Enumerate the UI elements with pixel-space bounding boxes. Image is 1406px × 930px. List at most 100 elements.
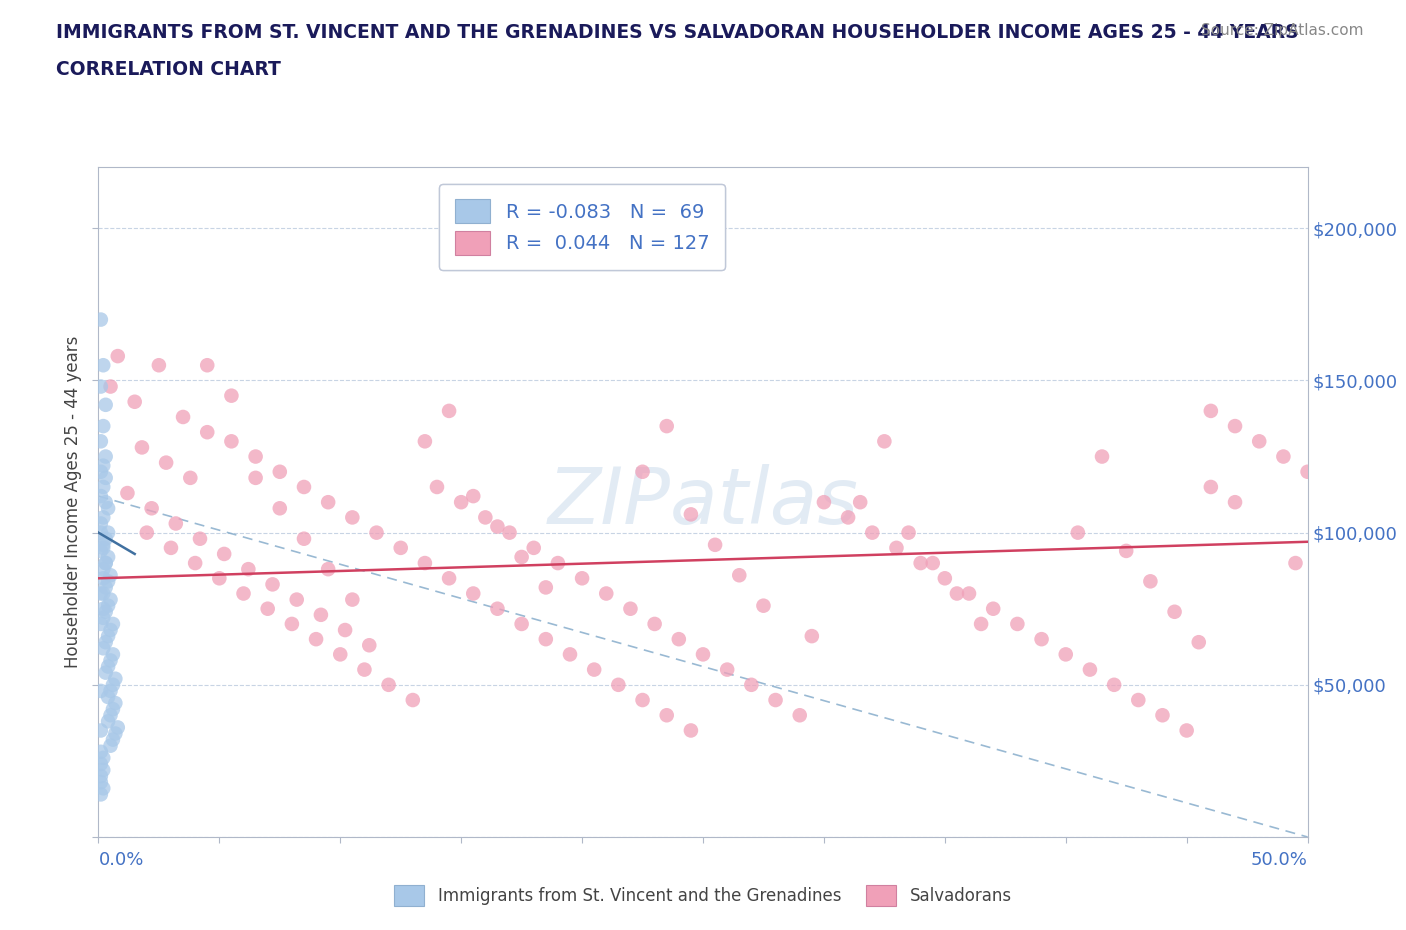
Point (101, 702, 124, 717)
Point (679, 507, 702, 522)
Point (100, 622, 122, 637)
Point (837, 510, 859, 525)
Point (359, 638, 381, 653)
Point (413, 434, 436, 449)
Point (94, 531, 117, 546)
Point (91, 358, 114, 373)
Point (148, 358, 170, 373)
Point (534, 580, 557, 595)
Point (463, 586, 485, 601)
Point (100, 653, 122, 668)
Point (101, 732, 124, 747)
Text: IMMIGRANTS FROM ST. VINCENT AND THE GRENADINES VS SALVADORAN HOUSEHOLDER INCOME : IMMIGRANTS FROM ST. VINCENT AND THE GREN… (56, 23, 1299, 42)
Point (1102, 677, 1125, 692)
Point (1223, 495, 1246, 510)
Point (1054, 647, 1077, 662)
Point (90, 756, 112, 771)
Point (97, 525, 120, 540)
Point (619, 602, 641, 617)
Point (1091, 449, 1114, 464)
Point (1296, 464, 1319, 479)
Point (101, 647, 124, 662)
Point (1284, 555, 1306, 570)
Point (692, 647, 714, 662)
Point (90, 775, 112, 790)
Point (97, 501, 120, 516)
Point (285, 592, 308, 607)
Point (1272, 449, 1295, 464)
Point (90, 723, 112, 737)
Point (873, 434, 896, 449)
Point (101, 677, 124, 692)
Point (91, 480, 114, 495)
Point (245, 471, 267, 485)
Text: ZIPatlas: ZIPatlas (547, 464, 859, 540)
Point (498, 525, 520, 540)
Point (426, 480, 449, 495)
Point (402, 693, 425, 708)
Text: Source: ZipAtlas.com: Source: ZipAtlas.com (1201, 23, 1364, 38)
Point (101, 617, 124, 631)
Point (595, 586, 617, 601)
Point (107, 349, 129, 364)
Point (195, 425, 218, 440)
Point (97, 629, 120, 644)
Point (1333, 562, 1355, 577)
Point (100, 592, 122, 607)
Point (342, 510, 364, 525)
Point (655, 708, 678, 723)
Point (728, 568, 751, 583)
Point (90, 787, 112, 802)
Point (934, 571, 956, 586)
Point (245, 449, 267, 464)
Legend: Immigrants from St. Vincent and the Grenadines, Salvadorans: Immigrants from St. Vincent and the Gren… (388, 879, 1018, 912)
Point (789, 708, 811, 723)
Point (981, 602, 1004, 617)
Point (107, 720, 129, 735)
Point (91, 781, 114, 796)
Point (179, 471, 201, 485)
Point (91, 602, 114, 617)
Point (765, 693, 787, 708)
Point (583, 662, 606, 677)
Point (1115, 543, 1137, 558)
Point (292, 531, 315, 546)
Point (94, 580, 117, 595)
Point (486, 519, 509, 534)
Point (90, 769, 112, 784)
Point (910, 555, 932, 570)
Point (1199, 404, 1222, 418)
Point (704, 538, 727, 552)
Point (135, 525, 157, 540)
Point (91, 751, 114, 765)
Point (100, 379, 122, 394)
Point (94, 604, 117, 619)
Y-axis label: Householder Income Ages 25 - 44 years: Householder Income Ages 25 - 44 years (63, 336, 82, 669)
Point (100, 708, 122, 723)
Point (97, 689, 120, 704)
Point (208, 571, 231, 586)
Point (946, 586, 969, 601)
Point (1223, 418, 1246, 433)
Point (91, 641, 114, 656)
Point (655, 418, 678, 433)
Point (377, 677, 399, 692)
Point (221, 388, 243, 403)
Point (90, 312, 112, 327)
Point (1031, 631, 1053, 646)
Point (316, 495, 339, 510)
Point (238, 562, 260, 577)
Point (281, 617, 304, 631)
Point (333, 622, 356, 637)
Point (1152, 708, 1174, 723)
Point (1067, 525, 1090, 540)
Point (97, 550, 120, 565)
Point (329, 647, 352, 662)
Point (886, 540, 908, 555)
Point (558, 647, 581, 662)
Point (100, 738, 122, 753)
Point (155, 455, 177, 470)
Point (571, 571, 593, 586)
Point (523, 540, 546, 555)
Point (90, 617, 112, 631)
